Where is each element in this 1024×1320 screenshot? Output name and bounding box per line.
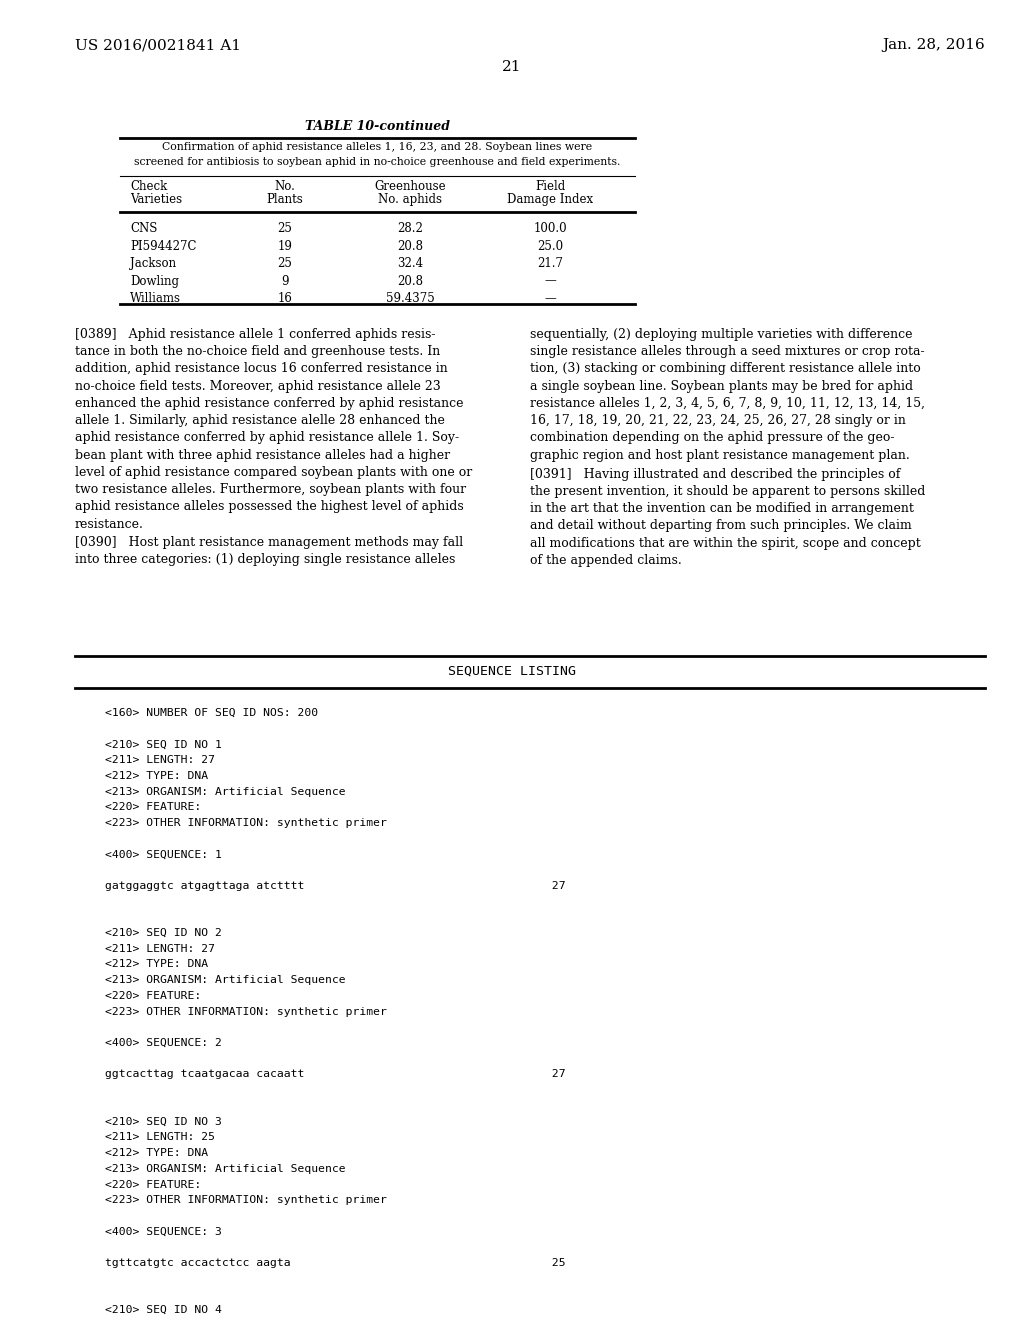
Text: <220> FEATURE:: <220> FEATURE: <box>105 991 202 1001</box>
Text: SEQUENCE LISTING: SEQUENCE LISTING <box>449 665 575 678</box>
Text: ggtcacttag tcaatgacaa cacaatt                                    27: ggtcacttag tcaatgacaa cacaatt 27 <box>105 1069 565 1080</box>
Text: graphic region and host plant resistance management plan.: graphic region and host plant resistance… <box>530 449 909 462</box>
Text: 59.4375: 59.4375 <box>386 292 434 305</box>
Text: 20.8: 20.8 <box>397 239 423 252</box>
Text: Jan. 28, 2016: Jan. 28, 2016 <box>883 38 985 51</box>
Text: Confirmation of aphid resistance alleles 1, 16, 23, and 28. Soybean lines were: Confirmation of aphid resistance alleles… <box>163 143 593 152</box>
Text: Dowling: Dowling <box>130 275 179 288</box>
Text: sequentially, (2) deploying multiple varieties with difference: sequentially, (2) deploying multiple var… <box>530 327 912 341</box>
Text: the present invention, it should be apparent to persons skilled: the present invention, it should be appa… <box>530 484 926 498</box>
Text: 19: 19 <box>278 239 293 252</box>
Text: <210> SEQ ID NO 3: <210> SEQ ID NO 3 <box>105 1117 222 1127</box>
Text: two resistance alleles. Furthermore, soybean plants with four: two resistance alleles. Furthermore, soy… <box>75 483 466 496</box>
Text: into three categories: (1) deploying single resistance alleles: into three categories: (1) deploying sin… <box>75 553 456 566</box>
Text: <220> FEATURE:: <220> FEATURE: <box>105 1180 202 1189</box>
Text: <212> TYPE: DNA: <212> TYPE: DNA <box>105 960 208 969</box>
Text: <223> OTHER INFORMATION: synthetic primer: <223> OTHER INFORMATION: synthetic prime… <box>105 1195 387 1205</box>
Text: all modifications that are within the spirit, scope and concept: all modifications that are within the sp… <box>530 537 921 549</box>
Text: aphid resistance conferred by aphid resistance allele 1. Soy-: aphid resistance conferred by aphid resi… <box>75 432 459 445</box>
Text: <220> FEATURE:: <220> FEATURE: <box>105 803 202 812</box>
Text: resistance.: resistance. <box>75 517 144 531</box>
Text: No. aphids: No. aphids <box>378 193 442 206</box>
Text: <400> SEQUENCE: 2: <400> SEQUENCE: 2 <box>105 1038 222 1048</box>
Text: no-choice field tests. Moreover, aphid resistance allele 23: no-choice field tests. Moreover, aphid r… <box>75 380 440 393</box>
Text: Damage Index: Damage Index <box>507 193 593 206</box>
Text: 21: 21 <box>502 59 522 74</box>
Text: Field: Field <box>535 180 565 193</box>
Text: 16: 16 <box>278 292 293 305</box>
Text: PI594427C: PI594427C <box>130 239 197 252</box>
Text: <210> SEQ ID NO 2: <210> SEQ ID NO 2 <box>105 928 222 939</box>
Text: level of aphid resistance compared soybean plants with one or: level of aphid resistance compared soybe… <box>75 466 472 479</box>
Text: <211> LENGTH: 25: <211> LENGTH: 25 <box>105 1133 215 1142</box>
Text: US 2016/0021841 A1: US 2016/0021841 A1 <box>75 38 241 51</box>
Text: 32.4: 32.4 <box>397 257 423 271</box>
Text: [0390]   Host plant resistance management methods may fall: [0390] Host plant resistance management … <box>75 536 463 549</box>
Text: <223> OTHER INFORMATION: synthetic primer: <223> OTHER INFORMATION: synthetic prime… <box>105 1007 387 1016</box>
Text: tance in both the no-choice field and greenhouse tests. In: tance in both the no-choice field and gr… <box>75 346 440 358</box>
Text: <211> LENGTH: 27: <211> LENGTH: 27 <box>105 944 215 954</box>
Text: Varieties: Varieties <box>130 193 182 206</box>
Text: tion, (3) stacking or combining different resistance allele into: tion, (3) stacking or combining differen… <box>530 363 921 375</box>
Text: <213> ORGANISM: Artificial Sequence: <213> ORGANISM: Artificial Sequence <box>105 787 346 796</box>
Text: <400> SEQUENCE: 1: <400> SEQUENCE: 1 <box>105 850 222 859</box>
Text: gatggaggtc atgagttaga atctttt                                    27: gatggaggtc atgagttaga atctttt 27 <box>105 880 565 891</box>
Text: 25: 25 <box>278 257 293 271</box>
Text: <210> SEQ ID NO 4: <210> SEQ ID NO 4 <box>105 1305 222 1315</box>
Text: TABLE 10-continued: TABLE 10-continued <box>305 120 450 133</box>
Text: <160> NUMBER OF SEQ ID NOS: 200: <160> NUMBER OF SEQ ID NOS: 200 <box>105 708 318 718</box>
Text: 25.0: 25.0 <box>537 239 563 252</box>
Text: enhanced the aphid resistance conferred by aphid resistance: enhanced the aphid resistance conferred … <box>75 397 464 411</box>
Text: <223> OTHER INFORMATION: synthetic primer: <223> OTHER INFORMATION: synthetic prime… <box>105 818 387 828</box>
Text: [0391]   Having illustrated and described the principles of: [0391] Having illustrated and described … <box>530 467 900 480</box>
Text: single resistance alleles through a seed mixtures or crop rota-: single resistance alleles through a seed… <box>530 346 925 358</box>
Text: bean plant with three aphid resistance alleles had a higher: bean plant with three aphid resistance a… <box>75 449 451 462</box>
Text: —: — <box>544 292 556 305</box>
Text: <213> ORGANISM: Artificial Sequence: <213> ORGANISM: Artificial Sequence <box>105 975 346 985</box>
Text: 100.0: 100.0 <box>534 222 567 235</box>
Text: 20.8: 20.8 <box>397 275 423 288</box>
Text: 9: 9 <box>282 275 289 288</box>
Text: 28.2: 28.2 <box>397 222 423 235</box>
Text: —: — <box>544 275 556 288</box>
Text: <400> SEQUENCE: 3: <400> SEQUENCE: 3 <box>105 1226 222 1237</box>
Text: aphid resistance alleles possessed the highest level of aphids: aphid resistance alleles possessed the h… <box>75 500 464 513</box>
Text: Williams: Williams <box>130 292 181 305</box>
Text: allele 1. Similarly, aphid resistance alelle 28 enhanced the: allele 1. Similarly, aphid resistance al… <box>75 414 444 428</box>
Text: Check: Check <box>130 180 167 193</box>
Text: Plants: Plants <box>266 193 303 206</box>
Text: screened for antibiosis to soybean aphid in no-choice greenhouse and field exper: screened for antibiosis to soybean aphid… <box>134 157 621 168</box>
Text: tgttcatgtc accactctcc aagta                                      25: tgttcatgtc accactctcc aagta 25 <box>105 1258 565 1269</box>
Text: in the art that the invention can be modified in arrangement: in the art that the invention can be mod… <box>530 502 913 515</box>
Text: <213> ORGANISM: Artificial Sequence: <213> ORGANISM: Artificial Sequence <box>105 1164 346 1173</box>
Text: 16, 17, 18, 19, 20, 21, 22, 23, 24, 25, 26, 27, 28 singly or in: 16, 17, 18, 19, 20, 21, 22, 23, 24, 25, … <box>530 414 906 428</box>
Text: resistance alleles 1, 2, 3, 4, 5, 6, 7, 8, 9, 10, 11, 12, 13, 14, 15,: resistance alleles 1, 2, 3, 4, 5, 6, 7, … <box>530 397 925 411</box>
Text: combination depending on the aphid pressure of the geo-: combination depending on the aphid press… <box>530 432 895 445</box>
Text: of the appended claims.: of the appended claims. <box>530 554 682 568</box>
Text: [0389]   Aphid resistance allele 1 conferred aphids resis-: [0389] Aphid resistance allele 1 conferr… <box>75 327 435 341</box>
Text: <211> LENGTH: 27: <211> LENGTH: 27 <box>105 755 215 766</box>
Text: 25: 25 <box>278 222 293 235</box>
Text: Greenhouse: Greenhouse <box>374 180 445 193</box>
Text: No.: No. <box>274 180 296 193</box>
Text: CNS: CNS <box>130 222 158 235</box>
Text: addition, aphid resistance locus 16 conferred resistance in: addition, aphid resistance locus 16 conf… <box>75 363 447 375</box>
Text: <210> SEQ ID NO 1: <210> SEQ ID NO 1 <box>105 739 222 750</box>
Text: <212> TYPE: DNA: <212> TYPE: DNA <box>105 1148 208 1158</box>
Text: Jackson: Jackson <box>130 257 176 271</box>
Text: a single soybean line. Soybean plants may be bred for aphid: a single soybean line. Soybean plants ma… <box>530 380 913 393</box>
Text: 21.7: 21.7 <box>537 257 563 271</box>
Text: and detail without departing from such principles. We claim: and detail without departing from such p… <box>530 520 911 532</box>
Text: <212> TYPE: DNA: <212> TYPE: DNA <box>105 771 208 781</box>
